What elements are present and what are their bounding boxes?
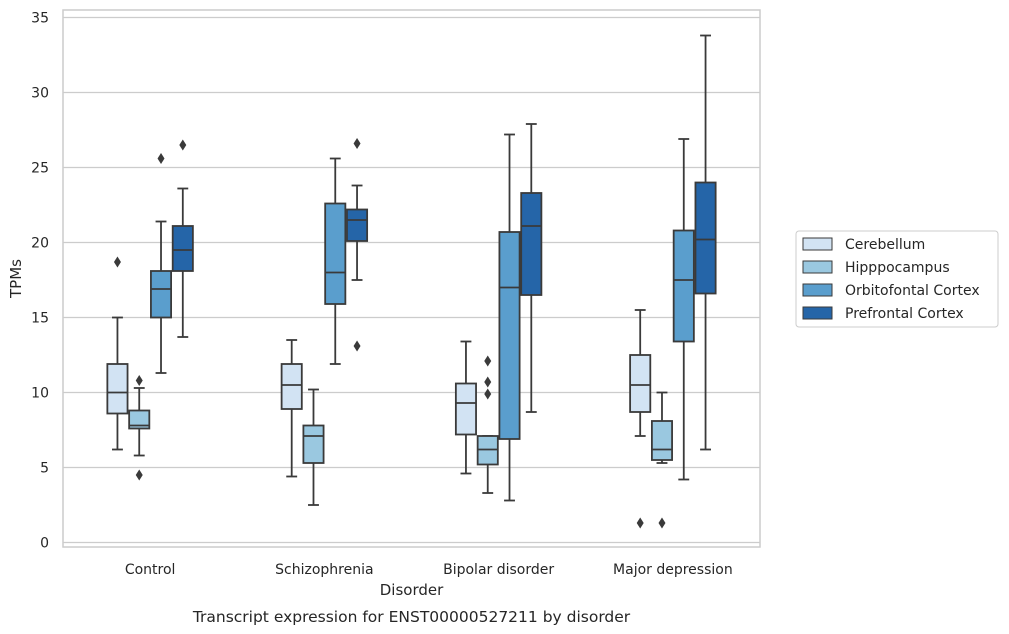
box bbox=[672, 229, 695, 343]
box-group bbox=[106, 256, 129, 451]
outlier-point bbox=[353, 340, 361, 352]
grid-lines bbox=[63, 16, 760, 544]
outlier-point bbox=[658, 517, 666, 529]
outlier-point bbox=[636, 517, 644, 529]
box-group bbox=[520, 123, 543, 413]
outlier-point bbox=[135, 375, 143, 386]
legend-swatch bbox=[802, 260, 833, 274]
box-group bbox=[280, 339, 303, 478]
legend: Cerebellum Hipppocampus Orbitofontal Corte… bbox=[795, 230, 999, 328]
y-tick-label: 10 bbox=[31, 386, 49, 402]
x-tick-label: Major depression bbox=[613, 562, 733, 578]
y-axis-label: TPMs bbox=[7, 259, 25, 299]
box bbox=[280, 363, 303, 410]
box bbox=[324, 202, 347, 305]
legend-label: Orbitofontal Cortex bbox=[845, 283, 980, 299]
outlier-point bbox=[484, 376, 492, 388]
box bbox=[171, 225, 194, 272]
y-tick-label: 0 bbox=[40, 536, 49, 552]
box bbox=[302, 424, 325, 464]
chart-caption: Transcript expression for ENST0000052721… bbox=[192, 608, 631, 626]
box-group bbox=[454, 340, 477, 475]
box-group bbox=[128, 375, 151, 481]
box bbox=[629, 354, 652, 413]
box-group bbox=[346, 138, 369, 352]
box bbox=[150, 270, 173, 319]
legend-label: Hipppocampus bbox=[845, 260, 950, 276]
legend-swatch bbox=[802, 306, 833, 320]
legend-swatch bbox=[802, 237, 833, 251]
outlier-point bbox=[484, 388, 492, 400]
y-tick-label: 25 bbox=[31, 161, 49, 177]
outlier-point bbox=[353, 138, 361, 149]
x-tick-label: Control bbox=[125, 562, 176, 578]
outlier-point bbox=[157, 153, 165, 164]
box bbox=[520, 192, 543, 296]
box-group bbox=[629, 309, 652, 529]
box bbox=[128, 409, 151, 430]
legend-label: Cerebellum bbox=[845, 237, 925, 253]
outlier-point bbox=[135, 469, 143, 481]
x-tick-label: Bipolar disorder bbox=[443, 562, 554, 578]
legend-label: Prefrontal Cortex bbox=[845, 306, 964, 322]
box-group bbox=[672, 138, 695, 481]
y-tick-label: 20 bbox=[31, 236, 49, 252]
box-group bbox=[650, 391, 673, 529]
boxes bbox=[106, 34, 717, 529]
y-tick-labels: 0 5 10 15 20 25 30 35 bbox=[31, 11, 49, 552]
x-tick-label: Schizophrenia bbox=[275, 562, 373, 578]
legend-swatch bbox=[802, 283, 833, 297]
box bbox=[346, 208, 369, 242]
y-tick-label: 35 bbox=[31, 11, 49, 27]
box bbox=[650, 420, 673, 461]
box bbox=[454, 382, 477, 436]
plot-frame bbox=[62, 9, 761, 548]
box-group bbox=[171, 139, 194, 338]
outlier-point bbox=[179, 139, 187, 151]
box bbox=[694, 181, 717, 295]
outlier-point bbox=[484, 355, 492, 367]
x-axis-label: Disorder bbox=[380, 581, 444, 599]
y-tick-label: 15 bbox=[31, 311, 49, 327]
plot-background bbox=[63, 10, 760, 547]
box bbox=[498, 231, 521, 440]
box-group bbox=[476, 355, 499, 494]
outlier-point bbox=[113, 256, 121, 268]
x-tick-labels: Control Schizophrenia Bipolar disorder Majo… bbox=[125, 562, 733, 578]
box-group bbox=[694, 34, 717, 451]
y-tick-label: 30 bbox=[31, 86, 49, 102]
box bbox=[106, 363, 129, 415]
legend-frame bbox=[795, 230, 999, 328]
y-tick-label: 5 bbox=[40, 461, 49, 477]
box-group bbox=[150, 153, 173, 374]
box-group bbox=[324, 157, 347, 365]
box-group bbox=[498, 133, 521, 502]
box-group bbox=[302, 388, 325, 506]
